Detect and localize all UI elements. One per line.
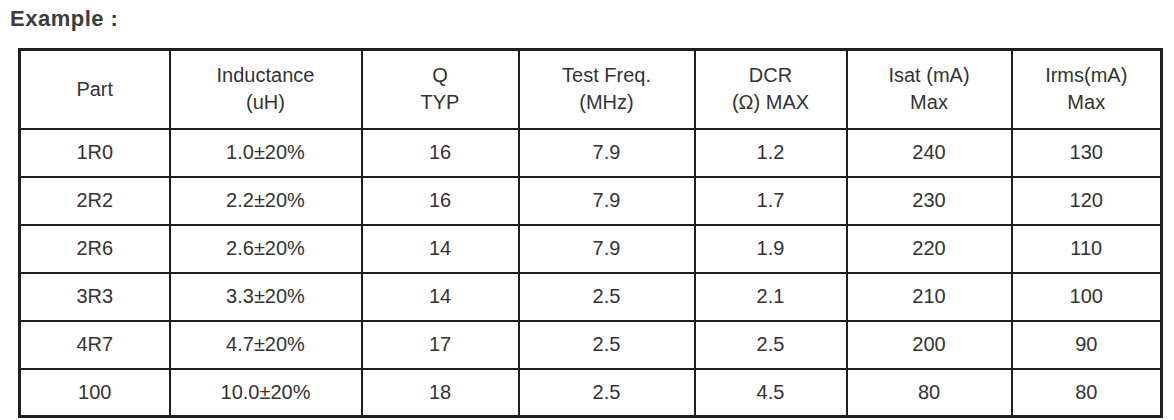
- column-header-q-typ: QTYP: [362, 50, 519, 129]
- table-cell: 2.5: [519, 273, 695, 321]
- table-cell: 1.2: [695, 129, 847, 177]
- table-cell: 230: [847, 177, 1012, 225]
- column-header-line: TYP: [363, 89, 518, 116]
- table-cell: 220: [847, 225, 1012, 273]
- column-header-inductance: Inductance(uH): [170, 50, 362, 129]
- table-cell: 200: [847, 321, 1012, 369]
- column-header-dcr: DCR(Ω) MAX: [695, 50, 847, 129]
- table-cell: 100: [20, 369, 170, 417]
- table-cell: 2.1: [695, 273, 847, 321]
- table-cell: 100: [1012, 273, 1162, 321]
- table-cell: 2R2: [20, 177, 170, 225]
- table-cell: 3.3±20%: [170, 273, 362, 321]
- table-cell: 2.5: [519, 369, 695, 417]
- table-cell: 7.9: [519, 129, 695, 177]
- table-row: 10010.0±20%182.54.58080: [20, 369, 1162, 417]
- table-cell: 3R3: [20, 273, 170, 321]
- table-cell: 4.7±20%: [170, 321, 362, 369]
- column-header-line: Irms(mA): [1013, 62, 1161, 89]
- table-cell: 2.2±20%: [170, 177, 362, 225]
- table-cell: 2.5: [519, 321, 695, 369]
- table-row: 2R22.2±20%167.91.7230120: [20, 177, 1162, 225]
- table-cell: 14: [362, 273, 519, 321]
- table-cell: 1.7: [695, 177, 847, 225]
- table-cell: 120: [1012, 177, 1162, 225]
- column-header-line: Test Freq.: [520, 62, 694, 89]
- column-header-test-freq: Test Freq.(MHz): [519, 50, 695, 129]
- column-header-isat: Isat (mA)Max: [847, 50, 1012, 129]
- column-header-line: Isat (mA): [848, 62, 1011, 89]
- column-header-line: Part: [21, 76, 169, 103]
- table-cell: 7.9: [519, 177, 695, 225]
- table-cell: 4R7: [20, 321, 170, 369]
- table-cell: 1.9: [695, 225, 847, 273]
- table-row: 3R33.3±20%142.52.1210100: [20, 273, 1162, 321]
- section-title: Example :: [10, 6, 118, 32]
- table-cell: 2.5: [695, 321, 847, 369]
- table-cell: 16: [362, 177, 519, 225]
- table-cell: 10.0±20%: [170, 369, 362, 417]
- table-cell: 90: [1012, 321, 1162, 369]
- column-header-line: Q: [363, 62, 518, 89]
- table-cell: 4.5: [695, 369, 847, 417]
- datasheet-page: Example : PartInductance(uH)QTYPTest Fre…: [0, 0, 1174, 420]
- table-cell: 130: [1012, 129, 1162, 177]
- table-cell: 16: [362, 129, 519, 177]
- table-cell: 17: [362, 321, 519, 369]
- table-cell: 2.6±20%: [170, 225, 362, 273]
- table-cell: 1.0±20%: [170, 129, 362, 177]
- column-header-line: Max: [1013, 89, 1161, 116]
- table-cell: 80: [1012, 369, 1162, 417]
- table-cell: 80: [847, 369, 1012, 417]
- column-header-line: (Ω) MAX: [696, 89, 846, 116]
- table-cell: 18: [362, 369, 519, 417]
- column-header-irms: Irms(mA)Max: [1012, 50, 1162, 129]
- column-header-part: Part: [20, 50, 170, 129]
- table-row: 2R62.6±20%147.91.9220110: [20, 225, 1162, 273]
- table-row: 4R74.7±20%172.52.520090: [20, 321, 1162, 369]
- spec-table: PartInductance(uH)QTYPTest Freq.(MHz)DCR…: [18, 48, 1163, 418]
- spec-table-header: PartInductance(uH)QTYPTest Freq.(MHz)DCR…: [20, 50, 1162, 129]
- column-header-line: (MHz): [520, 89, 694, 116]
- table-cell: 2R6: [20, 225, 170, 273]
- column-header-line: (uH): [171, 89, 361, 116]
- table-cell: 1R0: [20, 129, 170, 177]
- column-header-line: DCR: [696, 62, 846, 89]
- column-header-line: Max: [848, 89, 1011, 116]
- table-cell: 210: [847, 273, 1012, 321]
- column-header-line: Inductance: [171, 62, 361, 89]
- table-cell: 110: [1012, 225, 1162, 273]
- header-row: PartInductance(uH)QTYPTest Freq.(MHz)DCR…: [20, 50, 1162, 129]
- table-cell: 7.9: [519, 225, 695, 273]
- table-cell: 14: [362, 225, 519, 273]
- table-cell: 240: [847, 129, 1012, 177]
- table-row: 1R01.0±20%167.91.2240130: [20, 129, 1162, 177]
- spec-table-body: 1R01.0±20%167.91.22401302R22.2±20%167.91…: [20, 129, 1162, 417]
